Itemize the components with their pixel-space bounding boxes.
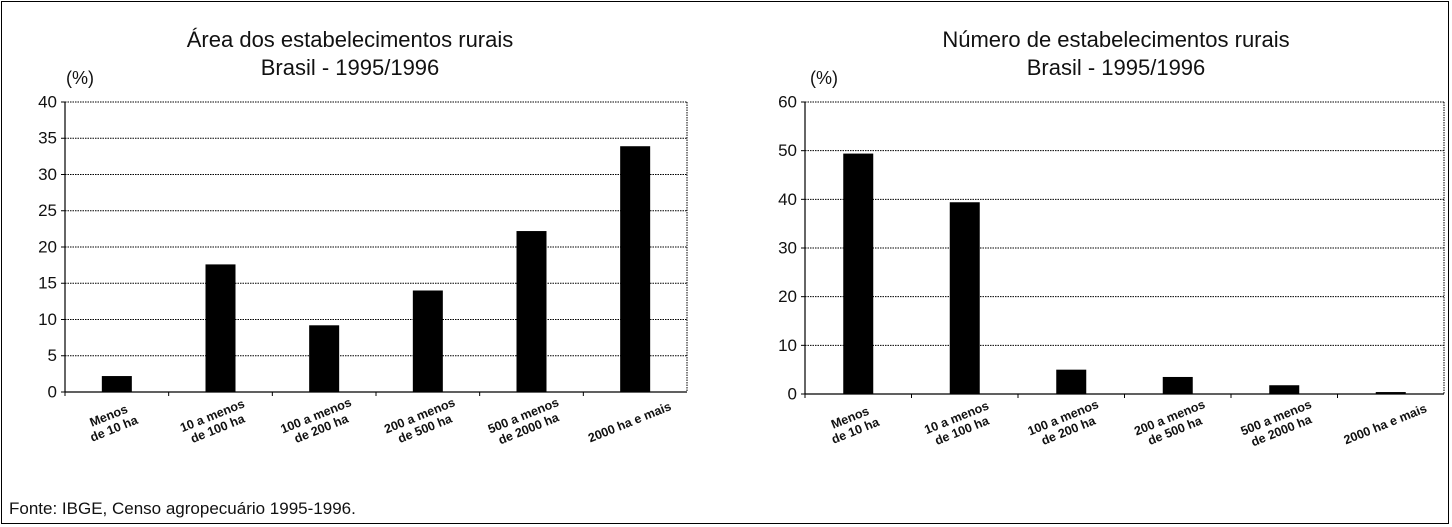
y-tick-label: 60 [778, 92, 797, 111]
chart-title: Número de estabelecimentos rurais [942, 27, 1289, 52]
x-tick-label: 200 a menosde 500 ha [382, 395, 462, 449]
bar [843, 153, 874, 394]
x-tick-label: 100 a menosde 200 ha [1026, 397, 1106, 451]
y-tick-label: 30 [778, 238, 797, 257]
x-tick-label: 500 a menosde 2000 ha [1239, 397, 1319, 451]
x-tick-label: 10 a menosde 100 ha [922, 399, 996, 450]
y-tick-label: 20 [778, 287, 797, 306]
bar [309, 325, 340, 392]
bar [101, 376, 132, 392]
x-tick-label: 2000 ha e mais [1342, 401, 1429, 447]
x-tick-label: 500 a menosde 2000 ha [486, 395, 566, 449]
bar [1056, 369, 1087, 394]
chart-subtitle: Brasil - 1995/1996 [261, 55, 440, 80]
bar [1162, 376, 1193, 394]
x-tick-label: 10 a menosde 100 ha [178, 397, 252, 448]
y-axis-unit: (%) [810, 68, 838, 88]
x-tick-label: 100 a menosde 200 ha [279, 395, 359, 449]
bar [516, 231, 547, 392]
y-axis-unit: (%) [66, 68, 94, 88]
source-note: Fonte: IBGE, Censo agropecuário 1995-199… [9, 499, 356, 518]
y-tick-label: 0 [48, 382, 57, 401]
bar [412, 290, 443, 392]
x-tick-label: 2000 ha e mais [586, 399, 673, 445]
bar [620, 146, 651, 392]
bar [205, 264, 236, 392]
x-tick-label: 200 a menosde 500 ha [1132, 397, 1212, 451]
y-tick-label: 40 [38, 92, 57, 111]
y-tick-label: 35 [38, 129, 57, 148]
y-tick-label: 0 [788, 384, 797, 403]
chart-2: Número de estabelecimentos rurais Brasil … [778, 27, 1445, 451]
y-tick-label: 40 [778, 190, 797, 209]
x-tick-label: Menosde 10 ha [83, 400, 141, 445]
chart-title: Área dos estabelecimentos rurais [187, 27, 514, 52]
y-tick-label: 25 [38, 201, 57, 220]
x-tick-label-line: 2000 ha e mais [586, 399, 673, 445]
y-tick-label: 5 [48, 346, 57, 365]
y-tick-label: 10 [38, 310, 57, 329]
chart-subtitle: Brasil - 1995/1996 [1027, 55, 1206, 80]
y-tick-label: 50 [778, 141, 797, 160]
x-tick-label-line: 2000 ha e mais [1342, 401, 1429, 447]
y-tick-label: 15 [38, 274, 57, 293]
y-tick-label: 20 [38, 237, 57, 256]
y-tick-label: 10 [778, 336, 797, 355]
x-tick-label: Menosde 10 ha [824, 402, 882, 447]
bar [1375, 392, 1406, 394]
chart-1: Área dos estabelecimentos rurais Brasil -… [38, 27, 688, 449]
bar [1269, 385, 1300, 394]
y-tick-label: 30 [38, 165, 57, 184]
bar [949, 202, 980, 394]
